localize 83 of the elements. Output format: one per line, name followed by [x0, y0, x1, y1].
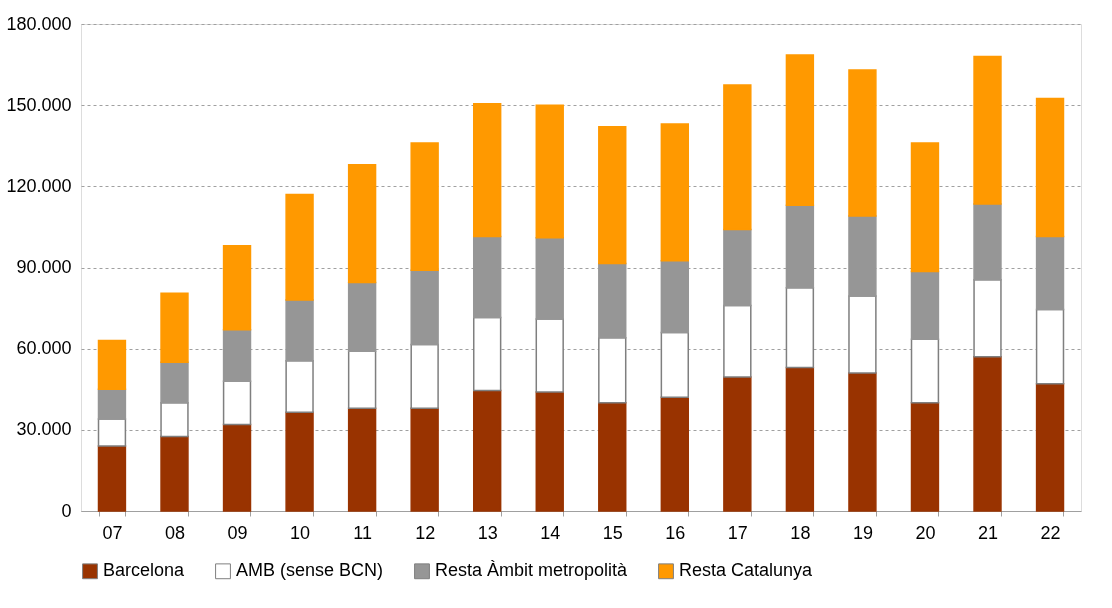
bar	[785, 366, 815, 512]
bar	[723, 304, 752, 378]
bar	[97, 418, 127, 447]
y-tick-label: 150.000	[6, 94, 72, 115]
bar	[222, 245, 252, 331]
bar	[598, 402, 627, 512]
bar	[97, 388, 127, 420]
bar	[160, 361, 189, 404]
y-tick-label: 30.000	[16, 419, 72, 440]
bar	[535, 104, 564, 239]
bar	[910, 142, 940, 273]
bar	[473, 316, 502, 392]
x-tick-label: 07	[102, 522, 123, 543]
bar	[1035, 97, 1065, 238]
x-tick-label: 20	[915, 522, 936, 543]
x-tick-label: 12	[415, 522, 436, 543]
bar	[222, 423, 252, 512]
bar	[285, 411, 314, 512]
bar	[473, 103, 502, 238]
bar	[347, 350, 377, 409]
x-tick-label: 15	[602, 522, 623, 543]
y-tick-label: 60.000	[16, 338, 72, 359]
x-tick-label: 22	[1040, 522, 1061, 543]
bar	[410, 269, 439, 346]
bar	[1035, 235, 1065, 311]
bar	[973, 278, 1002, 358]
x-tick-label: 16	[665, 522, 686, 543]
bar	[473, 389, 502, 512]
bar	[535, 318, 564, 393]
bar	[848, 69, 877, 217]
bar	[973, 356, 1002, 512]
bar	[410, 407, 439, 512]
bar	[598, 337, 627, 404]
bar	[848, 295, 877, 374]
bar	[535, 391, 564, 512]
bar	[160, 402, 189, 438]
x-tick-label: 17	[727, 522, 748, 543]
bar	[347, 407, 377, 512]
legend-label: Resta Catalunya	[679, 560, 814, 581]
x-tick-label: 13	[477, 522, 498, 543]
x-tick-label: 21	[977, 522, 999, 543]
bar	[910, 402, 940, 512]
x-tick-label: 08	[164, 522, 186, 543]
bar	[285, 360, 314, 413]
bar	[285, 299, 314, 362]
y-tick-label: 0	[61, 500, 72, 521]
bar	[660, 331, 689, 399]
x-tick-label: 09	[227, 522, 248, 543]
y-tick-label: 180.000	[6, 13, 72, 34]
bar	[410, 343, 439, 409]
y-tick-label: 90.000	[16, 257, 72, 277]
bar	[160, 435, 189, 512]
bar	[723, 376, 752, 512]
bar	[160, 292, 189, 363]
bar	[723, 84, 752, 231]
bar	[97, 339, 127, 390]
bar	[910, 270, 940, 340]
bar	[660, 123, 689, 262]
x-tick-label: 18	[790, 522, 811, 543]
bar	[848, 372, 877, 512]
bar	[222, 380, 252, 426]
x-tick-label: 10	[290, 522, 311, 543]
bar	[410, 142, 439, 271]
bar	[97, 445, 127, 512]
bar	[660, 396, 689, 512]
bar	[1035, 383, 1065, 512]
bar	[285, 193, 314, 301]
bar	[1035, 308, 1065, 385]
bar	[785, 287, 815, 369]
bar	[347, 163, 377, 284]
bar	[785, 54, 815, 207]
legend-label: Barcelona	[103, 560, 186, 581]
x-tick-label: 14	[540, 522, 561, 543]
bar	[598, 126, 627, 265]
bar	[973, 55, 1002, 205]
x-tick-label: 11	[353, 522, 372, 543]
bar	[723, 228, 752, 307]
x-tick-label: 19	[852, 522, 873, 543]
bar	[598, 262, 627, 339]
legend-label: AMB (sense BCN)	[236, 560, 384, 581]
y-tick-label: 120.000	[6, 175, 72, 196]
legend-label: Resta Àmbit metropolità	[435, 560, 629, 581]
bar	[910, 338, 940, 404]
